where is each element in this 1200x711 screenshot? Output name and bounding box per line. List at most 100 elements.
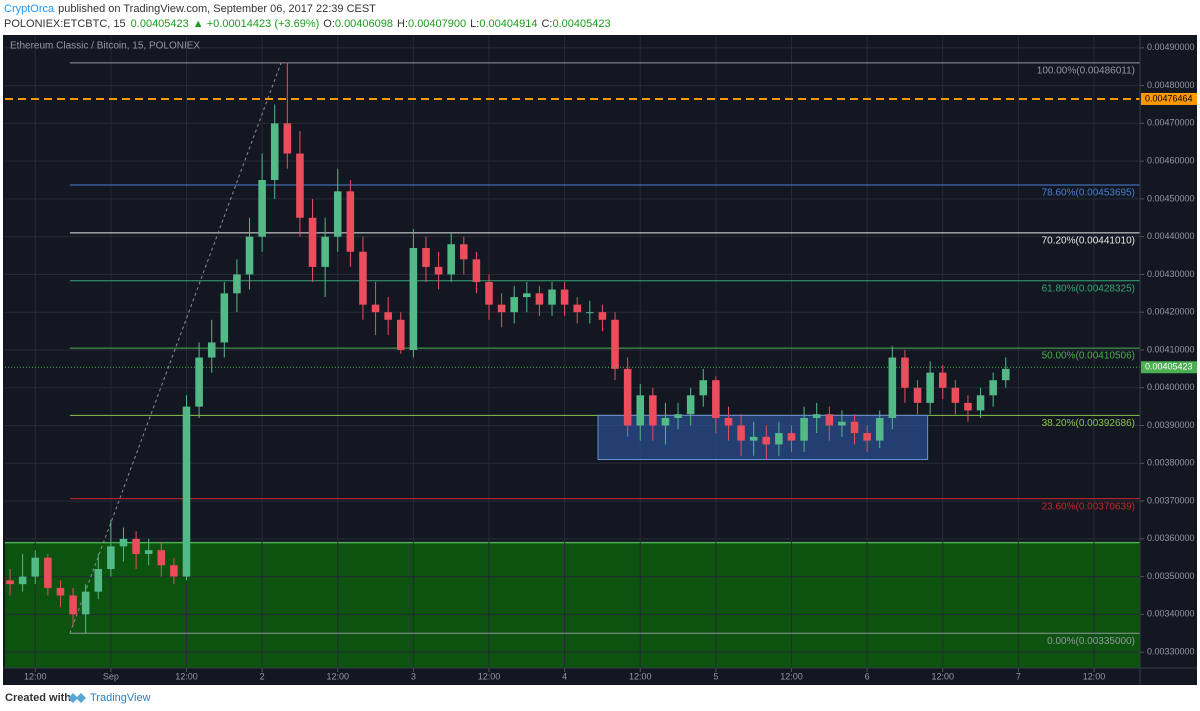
last: 0.00405423 — [131, 18, 189, 30]
candle-body — [586, 312, 594, 314]
candle-body — [245, 236, 254, 275]
candle-body — [170, 565, 178, 577]
x-tick-label: 3 — [411, 671, 416, 681]
candle-body — [447, 244, 455, 275]
y-tick-label: 0.00410000 — [1147, 344, 1195, 354]
candle-body — [812, 414, 821, 418]
y-tick-label: 0.00470000 — [1147, 118, 1195, 128]
candle-body — [346, 191, 355, 252]
support-zone — [5, 542, 1140, 668]
candle-body — [233, 274, 241, 294]
candle-body — [611, 319, 619, 369]
candle-body — [749, 436, 758, 441]
candle-body — [636, 395, 645, 426]
fib-label: 61.80%(0.00428325) — [1042, 283, 1135, 294]
candle-body — [195, 357, 203, 407]
candle-body — [1001, 368, 1010, 381]
candle-body — [396, 319, 405, 350]
change: ▲ +0.00014423 (+3.69%) — [193, 18, 319, 30]
x-tick-label: 12:00 — [629, 671, 652, 681]
candle-body — [422, 248, 430, 267]
candle-body — [863, 433, 871, 441]
candle-body — [649, 395, 657, 426]
candle-body — [951, 387, 960, 403]
footer-brand[interactable]: TradingView — [90, 692, 151, 704]
candle-body — [510, 297, 518, 313]
x-tick-label: 7 — [1016, 671, 1021, 681]
candle-body — [144, 550, 153, 554]
y-tick-label: 0.00330000 — [1147, 647, 1195, 657]
h-label: H: — [397, 18, 408, 30]
candle-body — [573, 304, 582, 313]
candle-body — [409, 248, 418, 350]
candle-body — [523, 293, 531, 298]
o-label: O: — [323, 18, 335, 30]
candle-body — [548, 289, 556, 305]
x-tick-label: 12:00 — [478, 671, 501, 681]
published: published on TradingView.com, September … — [58, 3, 376, 15]
candle-body — [56, 587, 65, 596]
candle-body — [901, 357, 909, 388]
y-tick-label: 0.00340000 — [1147, 609, 1195, 619]
candle-body — [724, 417, 733, 426]
candle-body — [787, 433, 796, 441]
candle-body — [838, 421, 846, 426]
candle-body — [371, 304, 380, 313]
candle-body — [712, 380, 720, 418]
header-line-2: POLONIEX:ETCBTC, 15 0.00405423 ▲ +0.000144… — [4, 18, 611, 30]
chart-title: Ethereum Classic / Bitcoin, 15, POLONIEX — [10, 41, 200, 52]
y-tick-label: 0.00460000 — [1147, 156, 1195, 166]
candle-body — [270, 123, 279, 181]
plot: 0.00330000 0.00340000 0.00350000 0.00360000… — [5, 35, 1197, 681]
candle-body — [472, 259, 481, 282]
candle-body — [157, 550, 166, 566]
y-tick-label: 0.00380000 — [1147, 458, 1195, 468]
fib-label: 100.00%(0.00486011) — [1037, 66, 1135, 77]
candle-body — [69, 595, 77, 615]
y-tick-label: 0.00360000 — [1147, 533, 1195, 543]
y-tick-label: 0.00400000 — [1147, 382, 1195, 392]
header-line-1: CryptOrca published on TradingView.com, S… — [4, 3, 376, 15]
x-tick-label: 2 — [260, 671, 265, 681]
candle-body — [762, 436, 771, 445]
x-tick-label: 12:00 — [1083, 671, 1106, 681]
y-tick-label: 0.00430000 — [1147, 269, 1195, 279]
fib-label: 50.00%(0.00410506) — [1042, 351, 1135, 362]
candle-body — [888, 357, 897, 418]
author[interactable]: CryptOrca — [4, 3, 55, 15]
candle-body — [560, 289, 569, 305]
candle-body — [359, 251, 367, 305]
h: 0.00407900 — [408, 18, 466, 30]
candle-body — [598, 312, 607, 320]
fib-label: 38.20%(0.00392686) — [1042, 418, 1135, 429]
candle-body — [913, 387, 922, 403]
x-tick-label: Sep — [103, 671, 119, 681]
candle-body — [207, 342, 216, 358]
candle-body — [775, 433, 783, 445]
candle-body — [6, 580, 14, 585]
x-tick-label: 5 — [713, 671, 718, 681]
o: 0.00406098 — [335, 18, 393, 30]
fib-label: 70.20%(0.00441010) — [1042, 235, 1135, 246]
logo-icon — [68, 693, 86, 703]
candle-body — [107, 546, 115, 570]
candle-body — [321, 236, 329, 267]
fib-label: 78.60%(0.00453695) — [1042, 188, 1135, 199]
y-tick-label: 0.00420000 — [1147, 307, 1195, 317]
x-tick-label: 4 — [562, 671, 567, 681]
x-tick-label: 12:00 — [326, 671, 349, 681]
c: 0.00405423 — [552, 18, 610, 30]
x-tick-label: 12:00 — [931, 671, 954, 681]
x-tick-label: 6 — [865, 671, 870, 681]
tradingview-logo — [68, 693, 86, 703]
candle-body — [460, 244, 468, 260]
candle-body — [333, 191, 342, 237]
y-tick-label: 0.00390000 — [1147, 420, 1195, 430]
fib-label: 0.00%(0.00335000) — [1047, 636, 1135, 647]
y-tick-label: 0.00350000 — [1147, 571, 1195, 581]
alert-label: 0.00476464 — [1145, 93, 1193, 103]
candle-body — [850, 421, 859, 434]
candle-body — [535, 293, 544, 305]
candle-body — [875, 417, 884, 441]
candle-body — [964, 402, 972, 411]
